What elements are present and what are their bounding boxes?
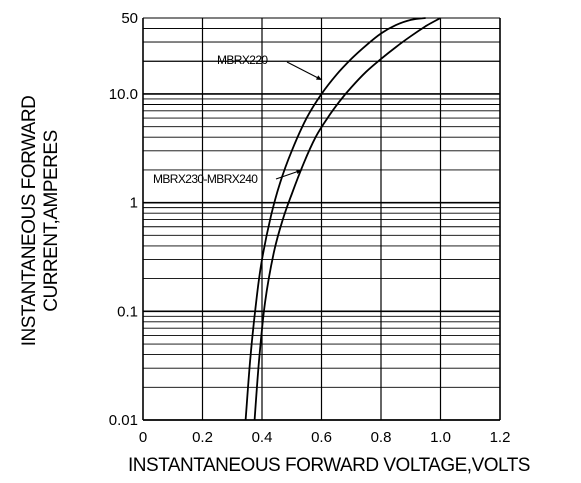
x-tick-label: 0.2 xyxy=(192,429,213,446)
x-tick-labels: 0 0.2 0.4 0.6 0.8 1.0 1.2 xyxy=(139,429,511,446)
y-tick-label: 10.0 xyxy=(109,86,138,103)
annotation-leader xyxy=(286,61,323,81)
x-tick-label: 1.0 xyxy=(430,429,451,446)
annotations: MBRX220 MBRX230-MBRX240 xyxy=(153,53,323,186)
y-tick-label: 0.01 xyxy=(109,412,138,429)
x-axis-label: INSTANTANEOUS FORWARD VOLTAGE,VOLTS xyxy=(128,455,530,476)
y-axis-label-group: INSTANTANEOUS FORWARD CURRENT,AMPERES xyxy=(19,96,62,347)
annotation-label: MBRX230-MBRX240 xyxy=(153,172,258,186)
series-line-2 xyxy=(253,17,441,421)
x-tick-label: 0.8 xyxy=(371,429,392,446)
annotation-arrowhead xyxy=(296,169,302,174)
x-tick-label: 0.4 xyxy=(252,429,273,446)
y-tick-labels: 0.01 0.1 1 10.0 50 xyxy=(109,10,138,429)
y-axis-label-line-2: CURRENT,AMPERES xyxy=(41,130,62,311)
x-tick-label: 0 xyxy=(139,429,147,446)
y-tick-label: 50 xyxy=(121,10,138,27)
series-lines xyxy=(244,17,441,421)
y-tick-label: 0.1 xyxy=(117,303,138,320)
y-tick-label: 1 xyxy=(130,195,138,212)
series-line-1 xyxy=(244,17,426,421)
y-axis-label-line-1: INSTANTANEOUS FORWARD xyxy=(19,96,40,347)
annotation-arrowhead xyxy=(316,75,322,80)
x-tick-label: 1.2 xyxy=(490,429,511,446)
grid xyxy=(142,17,501,421)
x-tick-label: 0.6 xyxy=(311,429,332,446)
annotation-label: MBRX220 xyxy=(217,53,268,67)
